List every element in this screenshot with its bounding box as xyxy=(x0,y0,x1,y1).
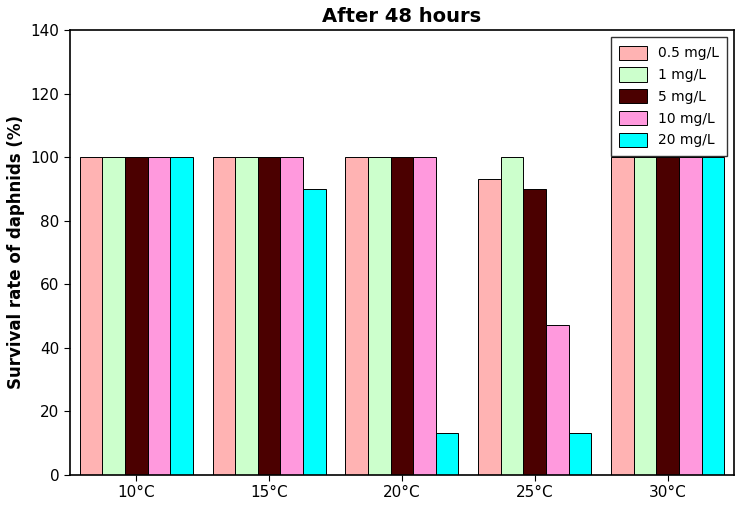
Bar xyxy=(170,157,193,475)
Bar xyxy=(235,157,258,475)
Title: After 48 hours: After 48 hours xyxy=(322,7,482,26)
Bar xyxy=(546,325,568,475)
Bar xyxy=(657,157,679,475)
Bar xyxy=(368,157,391,475)
Bar xyxy=(303,189,325,475)
Bar xyxy=(345,157,368,475)
Y-axis label: Survival rate of daphnids (%): Survival rate of daphnids (%) xyxy=(7,116,25,389)
Bar xyxy=(679,157,702,475)
Bar xyxy=(125,157,147,475)
Bar xyxy=(258,157,280,475)
Bar xyxy=(213,157,235,475)
Bar xyxy=(102,157,125,475)
Bar xyxy=(413,157,436,475)
Bar xyxy=(80,157,102,475)
Bar xyxy=(702,157,724,475)
Bar xyxy=(501,157,523,475)
Bar xyxy=(147,157,170,475)
Bar xyxy=(478,179,501,475)
Legend: 0.5 mg/L, 1 mg/L, 5 mg/L, 10 mg/L, 20 mg/L: 0.5 mg/L, 1 mg/L, 5 mg/L, 10 mg/L, 20 mg… xyxy=(611,37,727,156)
Bar xyxy=(611,157,634,475)
Bar xyxy=(568,433,591,475)
Bar xyxy=(391,157,413,475)
Bar xyxy=(280,157,303,475)
Bar xyxy=(436,433,459,475)
Bar xyxy=(523,189,546,475)
Bar xyxy=(634,157,657,475)
